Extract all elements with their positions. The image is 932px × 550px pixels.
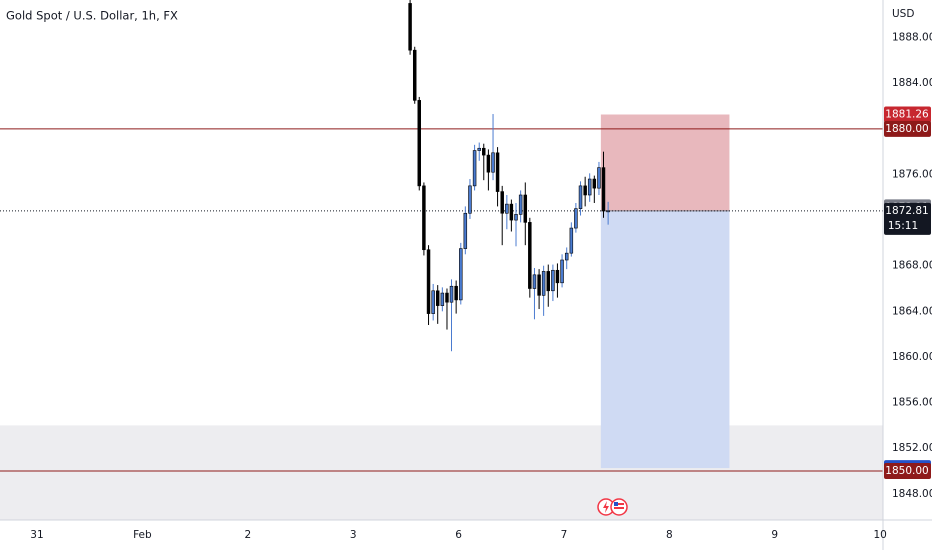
x-tick-label: 9 (771, 529, 778, 541)
chart-title: Gold Spot / U.S. Dollar, 1h, FX (6, 9, 178, 23)
candle-body (601, 167, 606, 212)
x-tick-label: 7 (561, 529, 568, 541)
y-tick-label: 1876.00 (892, 168, 932, 180)
candle-body (532, 274, 537, 289)
candle-body (592, 178, 597, 189)
candle-body (505, 203, 509, 214)
price-tag (884, 120, 931, 137)
flag-stripe (614, 503, 624, 505)
price-tag-label: 1881.26 (885, 108, 929, 120)
candle-body (408, 3, 412, 51)
candle-body (449, 285, 454, 303)
x-tick-label: 3 (350, 529, 357, 541)
countdown-label: 15:11 (888, 220, 918, 232)
stop-area (600, 114, 730, 211)
x-tick-label: Feb (133, 529, 152, 541)
candle-body (518, 194, 523, 215)
candle-body (500, 191, 504, 214)
candle-body (514, 214, 518, 221)
candle-body (468, 185, 472, 214)
price-tag-label: 1880.00 (885, 123, 928, 135)
y-tick-label: 1888.00 (892, 32, 932, 44)
price-tag (884, 106, 931, 123)
candle-body (606, 210, 610, 213)
candle-body (435, 290, 440, 306)
candle-body (491, 152, 495, 173)
candle-body (574, 208, 578, 229)
candle-body (597, 167, 601, 189)
candle-body (555, 269, 560, 284)
candle-body (445, 292, 449, 303)
candle-body (578, 185, 583, 209)
flag-canton (614, 502, 618, 506)
candle-body (560, 259, 564, 284)
plot-area (0, 0, 883, 520)
bolt-icon (603, 501, 609, 513)
current-price-tag (884, 202, 931, 235)
axes: 1848.00 1852.00 1856.00 1860.00 1864.00 1868.… (30, 32, 932, 541)
candle-body (495, 152, 500, 192)
target-area (600, 210, 730, 469)
x-tick-label: 6 (455, 529, 462, 541)
candle-body (564, 252, 569, 261)
current-price-label: 1872.81 (885, 205, 928, 217)
candle-body (583, 185, 587, 196)
flag-stripe (614, 507, 624, 509)
price-tag-label: 1850.00 (885, 465, 928, 477)
candle-body (417, 100, 421, 187)
candle-body (587, 178, 592, 196)
candle-body (546, 271, 551, 292)
x-tick-label: 31 (30, 529, 43, 541)
candle-body (551, 269, 555, 292)
y-tick-label: 1848.00 (892, 488, 932, 500)
x-tick-label: 8 (666, 529, 673, 541)
candle-body (482, 147, 486, 156)
x-tick-label: 10 (873, 529, 886, 541)
y-tick-label: 1860.00 (892, 351, 932, 363)
candle-body (459, 248, 463, 301)
candle-body (477, 147, 481, 151)
candle-body (412, 49, 417, 101)
candle-body (537, 274, 541, 296)
candle-body (523, 194, 528, 223)
y-tick-label: 1852.00 (892, 442, 932, 454)
currency-label: USD (892, 8, 914, 20)
y-tick-label: 1856.00 (892, 397, 932, 409)
candle-body (426, 249, 431, 314)
candle-body (440, 292, 445, 306)
candle-body (463, 212, 468, 249)
y-tick-label: 1868.00 (892, 260, 932, 272)
y-tick-label: 1864.00 (892, 305, 932, 317)
candle-body (422, 185, 426, 251)
candle-body (431, 290, 435, 314)
x-tick-label: 2 (244, 529, 251, 541)
candle-body (509, 203, 514, 221)
candle-body (528, 222, 532, 289)
price-tag (884, 462, 931, 479)
candle-body (472, 150, 477, 187)
event-icons (597, 498, 628, 516)
candle-body (569, 227, 574, 254)
candle-body (486, 154, 491, 173)
candle-body (541, 271, 546, 296)
zone (0, 425, 883, 520)
candle-body (454, 285, 458, 301)
y-tick-label: 1884.00 (892, 77, 932, 89)
